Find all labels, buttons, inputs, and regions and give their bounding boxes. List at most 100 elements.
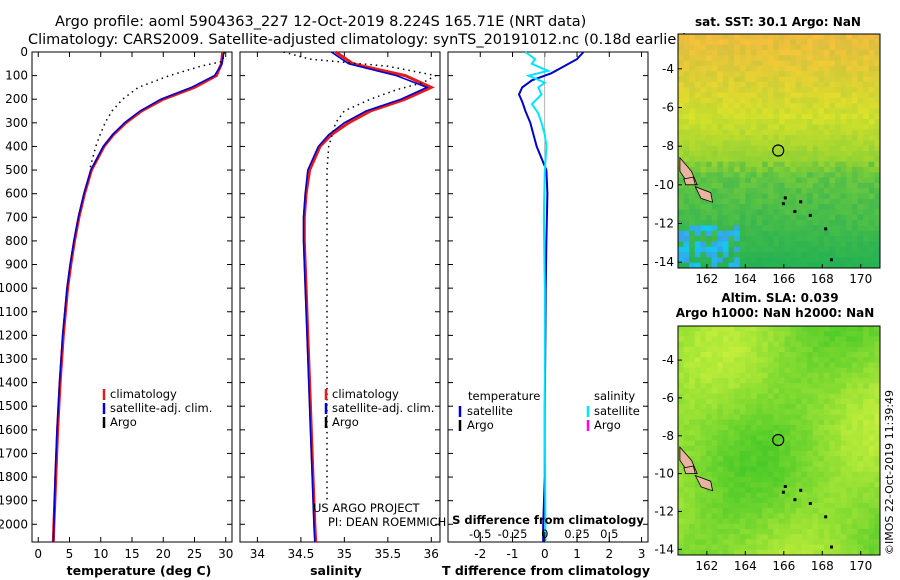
map-cell: [739, 482, 746, 488]
map-cell: [683, 44, 690, 51]
map-cell: [722, 461, 729, 467]
map-cell: [739, 156, 746, 163]
y-tick-label: 1100: [0, 305, 28, 319]
map-cell: [711, 492, 718, 499]
map-cell: [868, 528, 875, 535]
map-cell: [762, 440, 769, 447]
island: [694, 186, 714, 203]
map-cell: [874, 129, 881, 136]
map-cell: [722, 544, 729, 551]
map-cell: [750, 172, 757, 178]
map-cell: [807, 76, 814, 83]
map-cell: [835, 523, 842, 530]
map-cell: [717, 341, 724, 348]
map-cell: [851, 419, 858, 426]
map-cell: [818, 492, 825, 499]
map-cell: [835, 65, 842, 72]
map-cell: [790, 225, 797, 232]
map-cell: [700, 383, 707, 389]
map-cell: [683, 404, 690, 410]
map-cell: [829, 404, 836, 410]
map-cell: [829, 262, 836, 269]
map-cell: [706, 44, 713, 51]
map-cell: [840, 346, 847, 353]
map-cell: [745, 435, 752, 441]
map-cell: [717, 502, 724, 509]
map-cell: [711, 55, 718, 61]
map-cell: [767, 409, 774, 415]
sst-map-panel: 162 164 166 168 170-4-6-8-10-12-14: [654, 33, 881, 286]
map-cell: [756, 71, 763, 77]
map-cell: [779, 188, 786, 194]
x-tick-label: 5: [66, 547, 74, 561]
map-cell: [863, 435, 870, 441]
map-cell: [694, 378, 701, 384]
map-cell: [801, 119, 808, 125]
map-cell: [823, 209, 830, 216]
map-cell: [762, 119, 769, 125]
map-cell: [835, 241, 842, 248]
map-cell: [745, 466, 752, 473]
map-cell: [812, 492, 819, 499]
map-cell: [874, 177, 881, 184]
map-cell: [857, 419, 864, 426]
map-cell: [812, 204, 819, 210]
map-cell: [678, 414, 685, 421]
map-cell: [812, 388, 819, 395]
map-cell: [835, 508, 842, 514]
map-cell: [801, 92, 808, 99]
map-cell: [734, 92, 741, 99]
map-cell: [700, 97, 707, 104]
map-cell: [711, 166, 718, 173]
map-cell: [868, 92, 875, 99]
map-cell: [739, 220, 746, 226]
map-cell: [745, 383, 752, 389]
map-cell: [807, 528, 814, 535]
map-cell: [745, 252, 752, 258]
map-cell: [767, 430, 774, 436]
map-cell: [773, 450, 780, 457]
map-cell: [835, 177, 842, 184]
map-cell: [851, 214, 858, 221]
map-cell: [739, 151, 746, 157]
project-label: US ARGO PROJECT: [313, 501, 421, 515]
map-cell: [851, 92, 858, 99]
map-cell: [689, 518, 696, 525]
map-cell: [717, 151, 724, 157]
map-cell: [779, 409, 786, 415]
map-cell: [812, 456, 819, 462]
map-cell: [689, 362, 696, 369]
map-cell: [722, 372, 729, 379]
map-cell: [823, 346, 830, 353]
map-cell: [706, 326, 713, 332]
map-cell: [683, 414, 690, 421]
map-cell: [717, 456, 724, 462]
map-cell: [829, 502, 836, 509]
map-cell: [829, 230, 836, 237]
map-cell: [857, 450, 864, 457]
map-cell: [863, 145, 870, 152]
map-cell: [846, 113, 853, 120]
map-cell: [728, 204, 735, 210]
map-cell: [722, 113, 729, 120]
map-cell: [790, 367, 797, 374]
map-cell: [829, 214, 836, 221]
map-cell: [846, 81, 853, 88]
map-cell: [750, 539, 757, 545]
map-cell: [801, 252, 808, 258]
map-cell: [868, 204, 875, 210]
map-cell: [745, 544, 752, 551]
map-cell: [795, 352, 802, 358]
map-cell: [807, 456, 814, 462]
map-cell: [706, 60, 713, 67]
map-cell: [829, 220, 836, 226]
argo-location-marker: [772, 144, 785, 157]
map-cell: [678, 336, 685, 343]
map-cell: [846, 497, 853, 504]
map-cell: [694, 76, 701, 83]
map-cell: [683, 156, 690, 163]
map-cell: [722, 103, 729, 109]
map-cell: [773, 487, 780, 493]
map-cell: [678, 497, 685, 504]
map-cell: [767, 362, 774, 369]
